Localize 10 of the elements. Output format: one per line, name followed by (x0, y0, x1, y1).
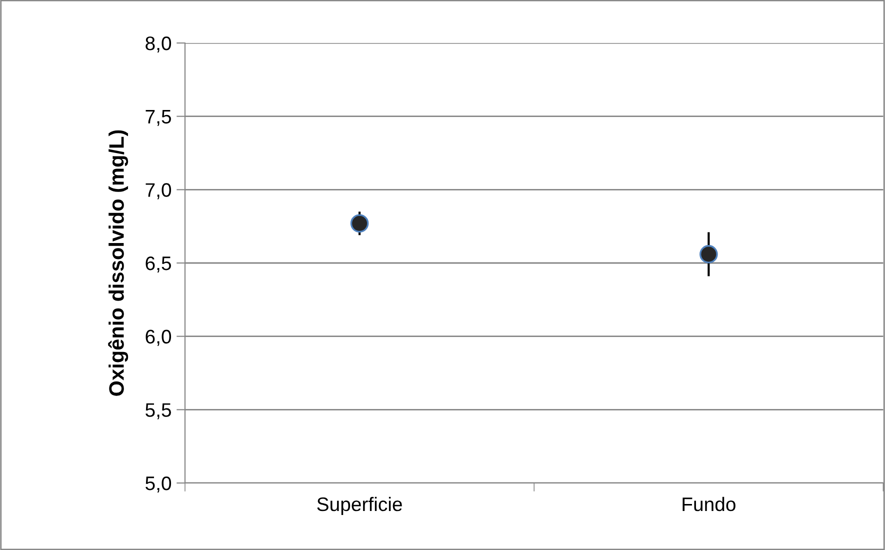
x-tick-label: Superficie (317, 496, 402, 516)
y-axis-title: Oxigênio dissolvido (mg/L) (108, 130, 128, 396)
y-tick-label: 7,0 (146, 183, 172, 200)
y-tick-label: 6,0 (146, 330, 172, 346)
y-tick-label: 8,0 (146, 36, 172, 53)
y-tick-label: 5,5 (146, 403, 171, 420)
y-tick-label: 7,5 (146, 110, 171, 126)
y-tick-label: 5,0 (146, 476, 172, 493)
x-tick-label: Fundo (682, 496, 736, 512)
y-tick-label: 6,5 (146, 256, 171, 273)
